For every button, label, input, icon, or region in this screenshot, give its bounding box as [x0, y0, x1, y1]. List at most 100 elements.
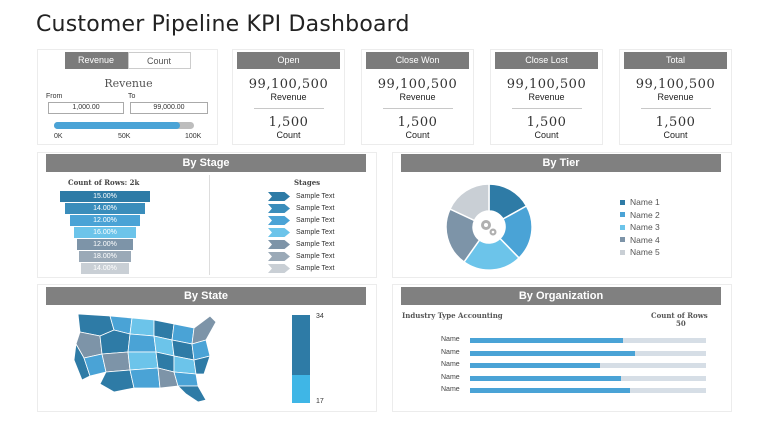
stage-label: Sample Text — [296, 265, 335, 272]
from-label: From — [46, 93, 63, 100]
legend-label: Name 5 — [630, 247, 660, 257]
kpi-divider — [511, 108, 582, 109]
org-bar — [470, 338, 624, 343]
kpi-count-label: Count — [276, 130, 301, 140]
from-input[interactable]: 1,000.00 — [48, 102, 124, 114]
state-scale-dark — [292, 315, 310, 375]
stage-row: Sample Text — [268, 263, 334, 274]
kpi-count-value: 1,500 — [397, 115, 438, 130]
kpi-count-label: Count — [663, 130, 688, 140]
org-bar — [470, 388, 631, 393]
tier-donut-chart — [445, 183, 533, 271]
funnel-segment: 15.00% — [60, 191, 150, 202]
funnel-segment: 14.00% — [81, 263, 129, 274]
tab-count[interactable]: Count — [127, 52, 191, 69]
kpi-card-close-won: Close Won 99,100,500 Revenue 1,500 Count — [361, 49, 474, 145]
kpi-card-total: Total 99,100,500 Revenue 1,500 Count — [619, 49, 732, 145]
stage-row: Sample Text — [268, 191, 334, 202]
stage-label: Sample Text — [296, 193, 335, 200]
funnel-segment: 12.00% — [77, 239, 133, 250]
slider-tick-max: 100K — [185, 133, 202, 140]
kpi-title: Open — [237, 52, 340, 69]
revenue-filter-card: Revenue Count Revenue From To 1,000.00 9… — [37, 49, 218, 145]
legend-swatch — [620, 237, 625, 242]
stage-arrow-icon — [268, 252, 290, 261]
stage-arrow-icon — [268, 240, 290, 249]
stage-arrow-icon — [268, 192, 290, 201]
gears-icon — [481, 220, 497, 236]
kpi-divider — [253, 108, 324, 109]
funnel-segment: 14.00% — [65, 203, 145, 214]
to-input[interactable]: 99,000.00 — [130, 102, 208, 114]
kpi-count-label: Count — [534, 130, 559, 140]
stages-title: Stages — [294, 178, 321, 187]
legend-label: Name 2 — [630, 209, 660, 220]
legend-item: Name 1 — [620, 197, 660, 207]
kpi-divider — [640, 108, 711, 109]
kpi-revenue-label: Revenue — [270, 92, 307, 102]
stage-arrow-icon — [268, 204, 290, 213]
org-bar-track — [470, 363, 706, 368]
funnel-title: Count of Rows: 2k — [68, 178, 140, 187]
org-bar-track — [470, 388, 706, 393]
funnel-segment: 16.00% — [74, 227, 136, 238]
legend-item: Name 2 — [620, 210, 660, 220]
kpi-count-value: 1,500 — [526, 115, 567, 130]
org-bar-track — [470, 350, 706, 356]
by-organization-header: By Organization — [401, 287, 721, 305]
kpi-count-label: Count — [405, 130, 430, 140]
legend-label: Name 4 — [630, 234, 660, 245]
org-bar — [470, 363, 600, 368]
org-right-value: 50 — [676, 319, 686, 328]
by-state-header: By State — [46, 287, 366, 305]
stage-row: Sample Text — [268, 251, 334, 262]
tab-revenue[interactable]: Revenue — [64, 52, 128, 69]
legend-label: Name 3 — [630, 222, 660, 232]
stage-row: Sample Text — [268, 203, 334, 214]
kpi-title: Close Won — [366, 52, 469, 69]
by-tier-header: By Tier — [401, 154, 721, 172]
state-scale-min: 17 — [316, 398, 324, 405]
legend-item: Name 4 — [620, 235, 660, 245]
state-scale-bar — [292, 315, 310, 403]
org-bar-label: Name — [441, 386, 460, 393]
legend-item: Name 3 — [620, 222, 660, 232]
by-stage-header: By Stage — [46, 154, 366, 172]
state-scale-light — [292, 375, 310, 403]
stage-row: Sample Text — [268, 215, 334, 226]
stage-label: Sample Text — [296, 253, 335, 260]
legend-item: Name 5 — [620, 247, 660, 257]
stage-label: Sample Text — [296, 229, 335, 236]
legend-swatch — [620, 224, 625, 230]
org-bar-label: Name — [441, 361, 460, 368]
kpi-revenue-value: 99,100,500 — [506, 77, 587, 92]
org-bar-label: Name — [441, 373, 460, 381]
kpi-divider — [382, 108, 453, 109]
by-tier-panel — [392, 152, 732, 278]
legend-swatch — [620, 212, 625, 217]
slider-tick-min: 0K — [54, 133, 63, 140]
state-scale-max: 34 — [316, 313, 324, 320]
org-bar-label: Name — [441, 348, 460, 356]
donut-slice-name-5 — [449, 183, 490, 222]
stage-arrow-icon — [268, 228, 290, 237]
org-bar-track — [470, 375, 706, 381]
kpi-title: Total — [624, 52, 727, 69]
stage-label: Sample Text — [296, 241, 335, 248]
kpi-revenue-label: Revenue — [528, 92, 565, 102]
slider-tick-mid: 50K — [118, 133, 131, 140]
range-slider-fill — [54, 122, 180, 129]
us-states-map — [73, 313, 217, 402]
funnel-segment: 18.00% — [79, 251, 131, 262]
stage-label: Sample Text — [296, 205, 335, 212]
kpi-card-open: Open 99,100,500 Revenue 1,500 Count — [232, 49, 345, 145]
funnel-segment: 12.00% — [70, 215, 140, 226]
stage-row: Sample Text — [268, 227, 334, 238]
filter-heading: Revenue — [104, 77, 153, 90]
stage-row: Sample Text — [268, 239, 334, 250]
panel-divider — [209, 175, 210, 275]
range-slider-track[interactable] — [54, 122, 194, 129]
legend-swatch — [620, 199, 625, 205]
stage-arrow-icon — [268, 216, 290, 225]
page-title: Customer Pipeline KPI Dashboard — [36, 12, 410, 37]
